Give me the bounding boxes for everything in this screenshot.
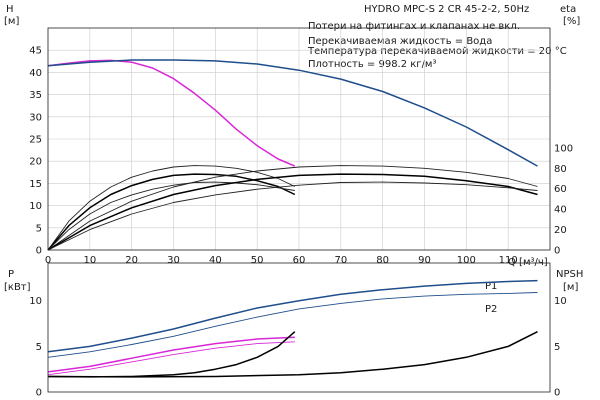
curve-series-0 <box>47 59 296 167</box>
curve-series-1 <box>47 59 538 167</box>
x-tick-label: 10 <box>83 255 96 266</box>
y-left-tick-label: 5 <box>36 223 42 234</box>
bottom-tick-labels: 0 5 10 0 5 10 <box>29 296 566 398</box>
y-right-label-line1-bottom: NPSH <box>556 269 583 280</box>
y-left-tick-label: 30 <box>29 112 42 123</box>
y-right-tick-label-bottom: 0 <box>554 388 560 399</box>
y-left-label-line2: [м] <box>4 16 19 27</box>
curve-series-4 <box>47 181 295 251</box>
y-right-tick-label: 100 <box>554 143 573 154</box>
y-right-tick-label: 60 <box>554 184 567 195</box>
y-right-label-line2: [%] <box>563 16 580 27</box>
y-left-tick-label: 10 <box>29 201 42 212</box>
power-npsh-series-0 <box>47 279 538 353</box>
x-tick-label: 70 <box>334 255 347 266</box>
x-tick-label: 0 <box>45 255 51 266</box>
y-right-label-line2-bottom: [м] <box>563 282 578 293</box>
curve-series-2 <box>47 165 295 251</box>
y-left-label-line1-bottom: P <box>8 269 14 280</box>
x-tick-label: 30 <box>167 255 180 266</box>
y-left-tick-label: 35 <box>29 90 42 101</box>
annotation-losses: Потери на фитингах и клапанах не вкл. <box>308 21 520 32</box>
x-tick-label: 90 <box>418 255 431 266</box>
chart-title: HYDRO MPC-S 2 CR 45-2-2, 50Hz <box>364 4 529 15</box>
curve-series-6 <box>47 173 538 251</box>
bottom-series <box>47 279 538 378</box>
top-plot-frame <box>47 27 551 251</box>
annotation-temperature: Температура перекачиваемой жидкости = 20… <box>307 46 567 57</box>
y-left-tick-label: 45 <box>29 46 42 57</box>
power-npsh-series-1 <box>47 292 538 358</box>
x-tick-label: 60 <box>293 255 306 266</box>
y-right-tick-label: 40 <box>554 205 567 216</box>
y-right-tick-label-bottom: 5 <box>554 342 560 353</box>
power-npsh-series-3 <box>47 341 295 376</box>
y-left-tick-label: 0 <box>36 246 42 257</box>
annotation-density: Плотность = 998.2 кг/м³ <box>308 59 437 70</box>
y-left-tick-label: 40 <box>29 68 42 79</box>
y-right-tick-label: 0 <box>554 246 560 257</box>
series-label-p2: P2 <box>485 304 497 315</box>
y-left-tick-label: 25 <box>29 135 42 146</box>
curve-series-5 <box>47 165 538 251</box>
y-right-tick-label-bottom: 10 <box>554 296 567 307</box>
y-left-tick-label-bottom: 0 <box>36 388 42 399</box>
x-tick-label: 80 <box>376 255 389 266</box>
x-tick-label: 110 <box>499 255 518 266</box>
y-left-tick-label-bottom: 5 <box>36 342 42 353</box>
y-left-tick-label-bottom: 10 <box>29 296 42 307</box>
y-left-label-line2-bottom: [кВт] <box>4 282 31 293</box>
curve-series-7 <box>47 181 538 251</box>
y-right-label-line1: eta <box>560 4 576 15</box>
power-npsh-series-5 <box>47 331 538 378</box>
series-label-p1: P1 <box>485 281 497 292</box>
y-right-tick-label: 80 <box>554 164 567 175</box>
y-left-tick-label: 15 <box>29 179 42 190</box>
x-tick-label: 100 <box>457 255 476 266</box>
y-left-label-line1: H <box>6 4 14 15</box>
y-right-tick-label: 20 <box>554 225 567 236</box>
x-tick-label: 20 <box>125 255 138 266</box>
x-tick-label: 40 <box>209 255 222 266</box>
top-series <box>47 59 538 251</box>
top-tick-labels: 0 10 20 30 40 50 60 70 80 90 100 110 0 5 10 15 20 25 30 35 4… <box>29 46 573 266</box>
x-axis-label: Q [м³/ч] <box>508 257 548 268</box>
power-npsh-series-2 <box>47 336 295 373</box>
bottom-plot-frame <box>47 262 551 393</box>
x-tick-label: 50 <box>251 255 264 266</box>
curve-series-3 <box>47 173 296 251</box>
annotation-fluid: Перекачиваемая жидкость = Вода <box>308 36 492 47</box>
y-left-tick-label: 20 <box>29 157 42 168</box>
